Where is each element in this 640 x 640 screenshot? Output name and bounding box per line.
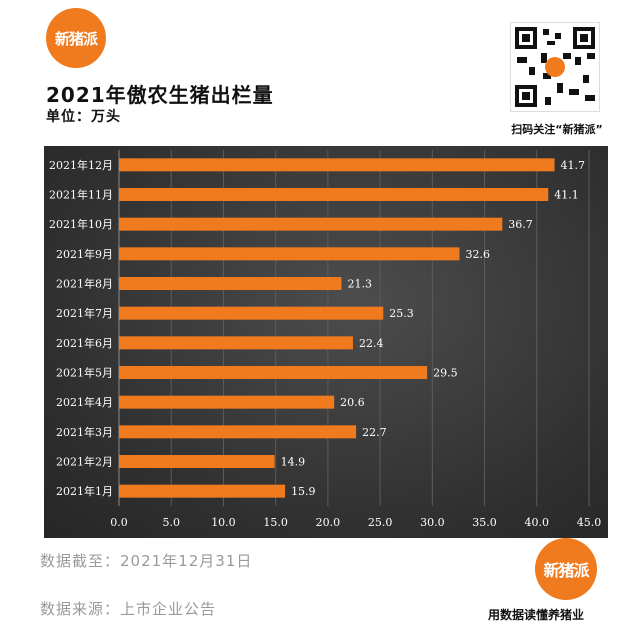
category-label: 2021年10月 [49, 217, 113, 231]
bar [119, 188, 549, 201]
category-label: 2021年12月 [49, 158, 113, 172]
x-tick-label: 5.0 [162, 516, 180, 529]
x-tick-label: 25.0 [368, 516, 393, 529]
value-label: 15.9 [291, 485, 316, 498]
x-tick-label: 35.0 [472, 516, 497, 529]
value-label: 22.7 [362, 426, 387, 439]
category-label: 2021年6月 [56, 336, 113, 350]
value-label: 36.7 [508, 218, 533, 231]
bar [119, 217, 503, 231]
category-label: 2021年3月 [56, 425, 113, 439]
category-label: 2021年1月 [56, 484, 113, 498]
category-label: 2021年2月 [56, 455, 113, 469]
bar [119, 395, 335, 409]
chart-panel: 0.0 5.0 10.0 15.0 20.0 25.0 30.0 35.0 40.0 45.0 20… [44, 146, 608, 538]
category-label: 2021年8月 [56, 277, 113, 291]
qr-code [510, 22, 600, 112]
unit-label: 单位：万头 [46, 109, 121, 125]
data-date-note: 数据截至：2021年12月31日 [40, 552, 253, 570]
bar [119, 455, 275, 468]
chart-title: 2021年傲农生猪出栏量 [46, 83, 274, 107]
category-label: 2021年11月 [49, 188, 113, 202]
value-label: 41.1 [554, 189, 579, 202]
bar [119, 425, 357, 439]
brand-logo-footer: 新猪派 [535, 538, 597, 600]
x-tick-label: 20.0 [316, 516, 341, 529]
qr-caption: 扫码关注“新猪派” [511, 123, 603, 136]
bar [119, 306, 384, 320]
bar [119, 484, 286, 498]
brand-logo-text: 新猪派 [54, 29, 98, 48]
brand-logo: 新猪派 [46, 8, 106, 68]
x-tick-label: 15.0 [263, 516, 288, 529]
brand-logo-footer-text: 新猪派 [543, 561, 589, 580]
category-label: 2021年9月 [56, 247, 113, 261]
x-tick-label: 0.0 [110, 516, 128, 529]
value-label: 21.3 [347, 278, 372, 291]
x-tick-label: 45.0 [577, 516, 602, 529]
bar [119, 336, 353, 350]
value-label: 41.7 [561, 159, 586, 172]
value-label: 14.9 [281, 456, 306, 469]
value-label: 22.4 [359, 337, 384, 350]
x-tick-label: 40.0 [525, 516, 550, 529]
category-label: 2021年5月 [56, 366, 113, 380]
bar [119, 366, 428, 379]
value-label: 32.6 [465, 248, 490, 261]
category-label: 2021年7月 [56, 306, 113, 320]
bar-chart: 0.0 5.0 10.0 15.0 20.0 25.0 30.0 35.0 40.0 45.0 20… [49, 150, 602, 529]
category-label: 2021年4月 [56, 395, 113, 409]
value-label: 25.3 [389, 307, 414, 320]
bar [119, 277, 342, 290]
x-tick-label: 30.0 [420, 516, 445, 529]
x-tick-label: 10.0 [211, 516, 236, 529]
bar [119, 158, 555, 172]
bar [119, 247, 460, 261]
slogan: 用数据读懂养猪业 [488, 608, 585, 622]
data-source-note: 数据来源：上市企业公告 [40, 600, 217, 618]
value-label: 20.6 [340, 396, 365, 409]
value-label: 29.5 [433, 367, 458, 380]
